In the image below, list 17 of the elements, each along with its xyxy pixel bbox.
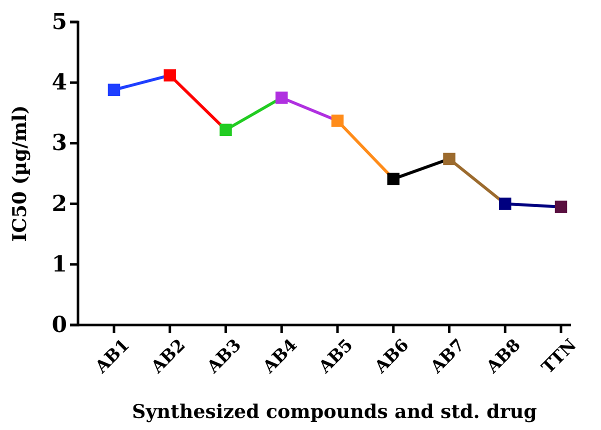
y-tick-label: 4: [52, 70, 67, 96]
y-axis-title: IC50 (µg/ml): [9, 105, 31, 242]
point: [108, 84, 120, 96]
y-tick-label: 1: [52, 251, 67, 278]
y-tick-label: 3: [52, 130, 67, 156]
point: [276, 92, 288, 104]
point: [220, 124, 232, 136]
y-tick-label: 0: [52, 312, 67, 338]
point: [499, 198, 512, 210]
x-axis-title: Synthesized compounds and std. drug: [132, 401, 537, 423]
point: [554, 200, 568, 213]
point: [331, 114, 344, 127]
point: [387, 172, 400, 186]
y-tick-label: 5: [52, 9, 67, 36]
point: [164, 69, 176, 82]
point: [443, 152, 456, 166]
y-tick-label: 2: [52, 190, 67, 217]
